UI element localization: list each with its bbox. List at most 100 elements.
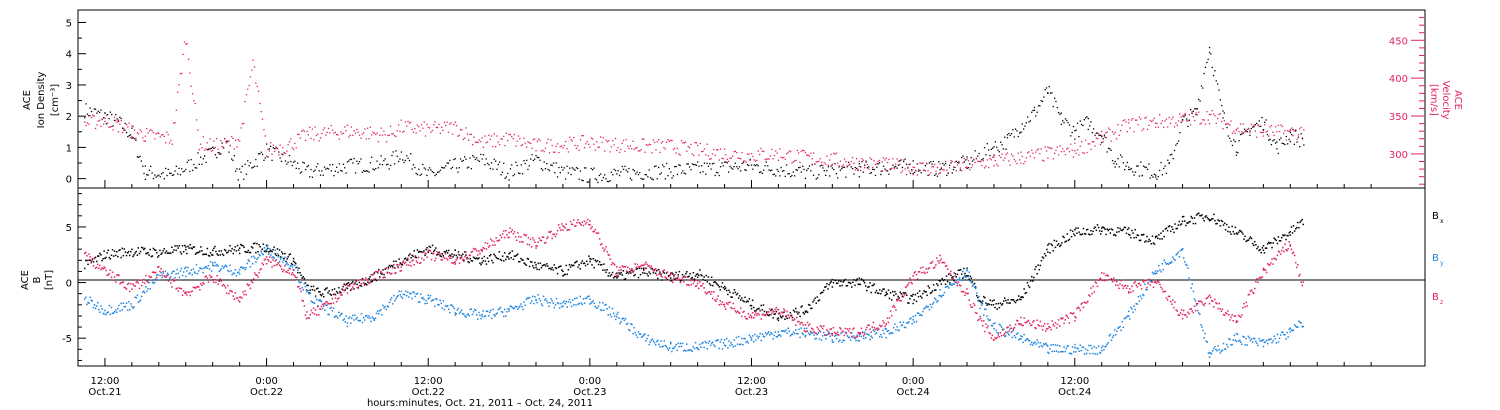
series-Bz-point bbox=[421, 257, 423, 260]
series-Bz-point bbox=[854, 336, 856, 339]
series-By-point bbox=[825, 338, 827, 340]
series-By-point bbox=[758, 335, 760, 338]
top-series-1-point bbox=[159, 136, 161, 138]
series-Bz-point bbox=[93, 257, 96, 259]
series-Bx-point bbox=[98, 255, 100, 257]
series-By-point bbox=[140, 295, 143, 298]
series-By-point bbox=[870, 335, 872, 337]
series-By-point bbox=[746, 340, 748, 343]
top-series-0-point bbox=[333, 175, 335, 177]
series-By-point bbox=[335, 315, 338, 317]
series-By-point bbox=[585, 297, 588, 299]
top-series-1-point bbox=[105, 114, 107, 116]
series-Bx-point bbox=[103, 250, 105, 252]
series-By-point bbox=[1080, 349, 1082, 352]
series-Bz-point bbox=[206, 277, 209, 279]
top-series-1-point bbox=[907, 166, 909, 168]
series-Bz-point bbox=[177, 290, 179, 292]
series-Bx-point bbox=[170, 252, 172, 254]
top-series-0-point bbox=[1044, 89, 1046, 91]
series-By-point bbox=[1012, 329, 1015, 331]
series-By-point bbox=[1108, 335, 1111, 337]
series-Bz-point bbox=[317, 305, 319, 308]
series-Bx-point bbox=[583, 262, 586, 264]
series-Bx-point bbox=[150, 255, 153, 258]
top-series-0-point bbox=[753, 164, 755, 166]
series-Bx-point bbox=[1258, 249, 1260, 252]
series-By-point bbox=[682, 350, 685, 352]
top-series-1-point bbox=[342, 132, 345, 134]
series-Bx-point bbox=[186, 252, 188, 255]
series-Bz-point bbox=[663, 269, 665, 271]
series-Bx-point bbox=[272, 248, 274, 251]
series-Bx-point bbox=[1090, 230, 1092, 232]
series-Bx-point bbox=[580, 262, 582, 264]
series-Bx-point bbox=[937, 284, 939, 287]
series-By-point bbox=[1268, 339, 1270, 341]
series-By-point bbox=[478, 311, 480, 314]
series-By-point bbox=[934, 297, 936, 299]
series-Bz-point bbox=[644, 263, 646, 265]
series-By-point bbox=[1210, 353, 1213, 355]
top-series-1-point bbox=[919, 162, 921, 164]
top-series-1-point bbox=[437, 126, 439, 129]
series-By-point bbox=[1195, 304, 1198, 306]
series-By-point bbox=[505, 315, 507, 317]
series-Bz-point bbox=[267, 259, 269, 261]
top-series-0-point bbox=[1245, 130, 1247, 132]
series-Bz-point bbox=[773, 311, 775, 313]
top-series-0-point bbox=[874, 174, 877, 177]
top-series-0-point bbox=[1056, 106, 1058, 109]
top-series-1-point bbox=[329, 132, 331, 134]
series-Bx-point bbox=[301, 277, 303, 279]
top-series-0-point bbox=[252, 166, 254, 168]
series-By-point bbox=[1011, 336, 1014, 339]
series-Bx-point bbox=[576, 260, 578, 263]
top-series-1-point bbox=[1045, 150, 1048, 152]
series-By-point bbox=[619, 322, 621, 325]
top-series-1-point bbox=[1254, 130, 1256, 132]
series-Bz-point bbox=[626, 266, 629, 269]
series-By-point bbox=[463, 313, 465, 315]
top-series-0-point bbox=[1250, 127, 1252, 130]
series-By-point bbox=[922, 310, 924, 313]
series-By-point bbox=[143, 290, 145, 293]
top-series-0-point bbox=[655, 165, 657, 167]
top-series-1-point bbox=[645, 144, 648, 146]
series-By-point bbox=[830, 332, 832, 335]
series-Bx-point bbox=[1094, 226, 1097, 228]
series-Bz-point bbox=[545, 241, 547, 244]
series-Bx-point bbox=[346, 287, 349, 290]
top-series-1-point bbox=[820, 161, 823, 163]
top-series-1-point bbox=[947, 172, 949, 174]
series-Bx-point bbox=[1249, 236, 1252, 238]
series-Bx-point bbox=[1018, 295, 1020, 297]
series-By-point bbox=[980, 304, 983, 306]
series-Bz-point bbox=[639, 265, 642, 267]
series-Bz-point bbox=[642, 264, 644, 267]
series-By-point bbox=[730, 342, 732, 344]
top-series-1-point bbox=[100, 125, 102, 127]
series-By-point bbox=[111, 312, 114, 315]
series-Bz-point bbox=[182, 290, 185, 292]
series-Bx-point bbox=[545, 265, 547, 267]
top-series-1-point bbox=[672, 148, 675, 151]
top-series-0-point bbox=[1168, 162, 1170, 165]
top-series-1-point bbox=[912, 173, 914, 176]
top-series-1-point bbox=[1258, 125, 1260, 128]
series-By-point bbox=[792, 331, 795, 333]
top-series-1-point bbox=[1260, 131, 1262, 133]
series-By-point bbox=[509, 305, 511, 307]
top-series-0-point bbox=[315, 166, 318, 168]
series-Bz-point bbox=[550, 230, 552, 233]
top-series-0-point bbox=[1160, 161, 1162, 164]
series-Bz-point bbox=[588, 223, 590, 226]
series-Bz-point bbox=[408, 264, 410, 266]
top-series-1-point bbox=[920, 162, 922, 164]
series-Bz-point bbox=[548, 231, 550, 233]
series-Bx-point bbox=[806, 311, 809, 314]
series-Bx-point bbox=[1137, 234, 1140, 237]
top-series-0-point bbox=[171, 174, 173, 176]
series-Bz-point bbox=[888, 317, 891, 319]
series-Bx-point bbox=[130, 250, 132, 253]
